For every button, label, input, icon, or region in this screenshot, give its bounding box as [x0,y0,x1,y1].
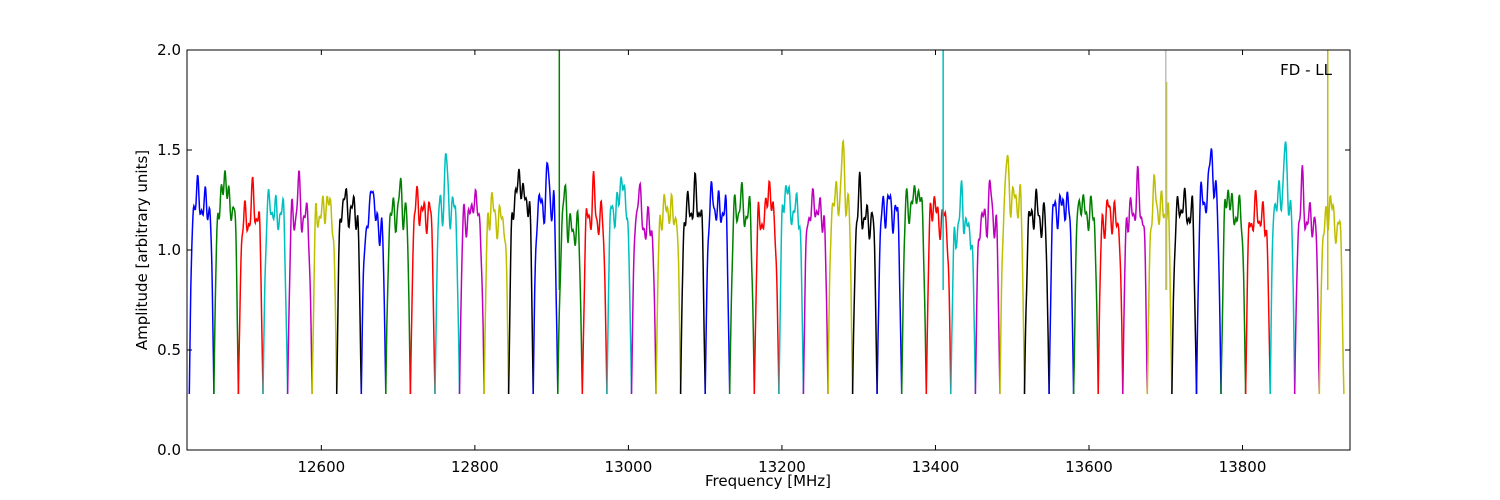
channel-line [1072,194,1099,395]
channel-line [950,180,977,395]
channel-line [1269,141,1296,395]
channel-line [876,192,903,395]
channel-line [237,176,264,395]
channel-line [1097,198,1124,395]
channel-line [1048,191,1075,395]
channel-line [385,177,412,395]
y-tick-label: 1.0 [157,241,181,259]
channel-line [778,184,805,395]
channel-line [434,153,461,395]
channel-line [458,188,485,395]
channel-line [409,185,436,395]
channel-line [827,138,854,395]
channel-line [213,170,240,395]
x-tick-label: 13200 [758,458,806,476]
channel-line [925,196,952,395]
channel-line [1244,189,1271,395]
channel-line [532,161,559,395]
channel-line [483,192,510,395]
y-axis: 0.0 0.5 1.0 1.5 2.0 [157,41,1350,459]
channel-line [1318,194,1345,395]
channel-line [1122,165,1149,395]
channel-line [851,171,878,395]
channel-line [581,171,608,395]
chart-annotation: FD - LL [1280,61,1332,79]
channel-line [311,195,338,395]
x-tick-label: 13400 [912,458,960,476]
channel-line [360,189,387,395]
y-axis-label: Amplitude [arbitrary units] [133,150,151,350]
channel-line [286,170,313,395]
channel-line [999,154,1026,395]
channel-line [704,181,731,395]
channel-line [188,174,215,395]
channel-line [507,168,534,395]
y-tick-label: 0.5 [157,341,181,359]
x-axis-label: Frequency [MHz] [705,472,831,490]
channel-line [1220,189,1247,395]
channel-line [1146,173,1173,395]
channel-line [1195,148,1222,395]
channel-line [557,183,584,395]
channel-line [1171,187,1198,395]
x-tick-label: 13600 [1065,458,1113,476]
y-tick-label: 2.0 [157,41,181,59]
channel-line [728,182,756,395]
channel-line [753,179,780,395]
plot-area [188,50,1345,395]
channel-line [1023,188,1050,395]
x-tick-label: 12600 [297,458,345,476]
x-axis: 12600 12800 13000 13200 13400 13600 13800 [297,50,1266,476]
x-tick-label: 13800 [1219,458,1267,476]
channel-line [630,181,657,395]
channel-line [606,176,633,395]
channel-line [900,185,928,395]
y-tick-label: 1.5 [157,141,181,159]
channel-line [655,192,682,395]
channel-line [335,187,363,395]
y-tick-label: 0.0 [157,441,181,459]
x-tick-label: 13000 [605,458,653,476]
channel-line [802,187,829,395]
channel-line [974,179,1001,395]
x-tick-label: 12800 [451,458,499,476]
channel-line [262,188,289,395]
channel-line [1293,165,1321,395]
channel-line [679,171,706,395]
